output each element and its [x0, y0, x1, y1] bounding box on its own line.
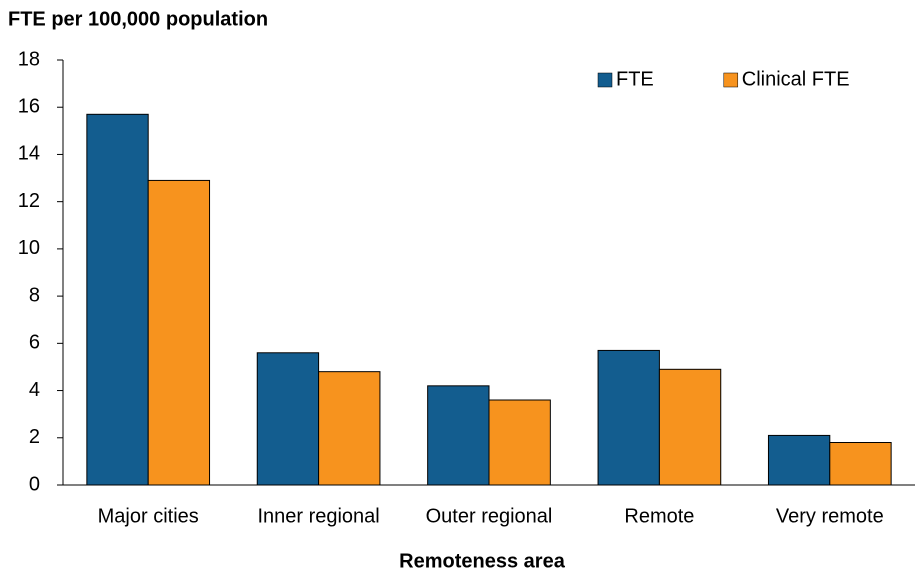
- bar: [597, 349, 660, 486]
- y-tick-label: 0: [29, 473, 40, 495]
- x-axis-title: Remoteness area: [399, 550, 566, 572]
- bar: [86, 113, 149, 486]
- bar: [318, 371, 381, 486]
- x-tick-label: Major cities: [98, 505, 199, 527]
- y-tick-label: 6: [29, 332, 40, 354]
- chart-title: FTE per 100,000 population: [8, 8, 268, 30]
- legend-label: FTE: [616, 68, 654, 90]
- y-tick-label: 18: [18, 48, 40, 70]
- legend-swatch: [723, 72, 739, 88]
- bar: [147, 179, 211, 486]
- bar: [427, 385, 490, 486]
- y-tick-label: 10: [18, 237, 40, 259]
- x-tick-label: Remote: [624, 505, 694, 527]
- bar: [488, 399, 551, 486]
- y-tick-label: 14: [18, 143, 40, 165]
- x-tick-label: Outer regional: [426, 505, 553, 527]
- bar: [767, 434, 831, 486]
- y-tick-label: 4: [29, 379, 40, 401]
- y-tick-label: 12: [18, 190, 40, 212]
- y-tick-label: 2: [29, 426, 40, 448]
- y-tick-label: 16: [18, 96, 40, 118]
- bar: [256, 352, 320, 486]
- legend-label: Clinical FTE: [742, 68, 850, 90]
- bar: [658, 368, 722, 486]
- x-tick-label: Inner regional: [257, 505, 379, 527]
- x-tick-label: Very remote: [776, 505, 884, 527]
- legend-swatch: [597, 72, 613, 88]
- bar: [829, 442, 892, 486]
- y-tick-label: 8: [29, 284, 40, 306]
